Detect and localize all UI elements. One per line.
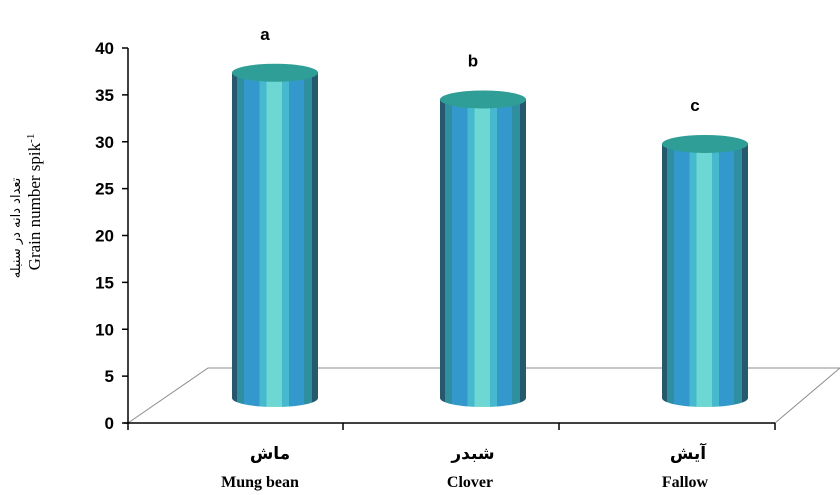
y-tick-label: 5 — [105, 367, 114, 386]
category-label-fa: ماش — [250, 444, 290, 464]
y-tick-label: 0 — [105, 414, 114, 433]
category-label-en: Clover — [447, 474, 493, 491]
bar-fallow: c — [662, 96, 748, 407]
y-tick-label: 20 — [95, 227, 114, 246]
bar-top — [662, 134, 748, 153]
bar-clover: b — [440, 51, 526, 407]
y-tick-label: 15 — [95, 273, 114, 292]
bar-top — [232, 63, 318, 82]
bar-body — [440, 99, 526, 407]
significance-letter: a — [260, 25, 270, 44]
y-tick-label: 10 — [95, 320, 114, 339]
bar-mung-bean: a — [232, 25, 318, 407]
y-axis-label-en-main: Grain number spik — [25, 142, 44, 270]
significance-letter: c — [690, 96, 699, 115]
category-label-fa: آیش — [670, 442, 707, 464]
y-axis-label-en-sup: -1 — [25, 134, 37, 143]
category-label-en: Mung bean — [221, 474, 299, 491]
y-axis-label-fa: تعداد دانه در سنبله — [9, 177, 24, 278]
bar-top — [440, 90, 526, 109]
bar-body — [232, 72, 318, 407]
y-tick-label: 40 — [95, 39, 114, 58]
significance-letter: b — [468, 51, 478, 70]
y-tick-label: 25 — [95, 180, 114, 199]
y-tick-label: 30 — [95, 133, 114, 152]
category-label-en: Fallow — [662, 474, 709, 491]
y-tick-label: 35 — [95, 86, 114, 105]
bar-body — [662, 143, 748, 407]
y-axis-label-en: Grain number spik-1 — [25, 134, 44, 271]
category-label-fa: شبدر — [450, 444, 494, 464]
